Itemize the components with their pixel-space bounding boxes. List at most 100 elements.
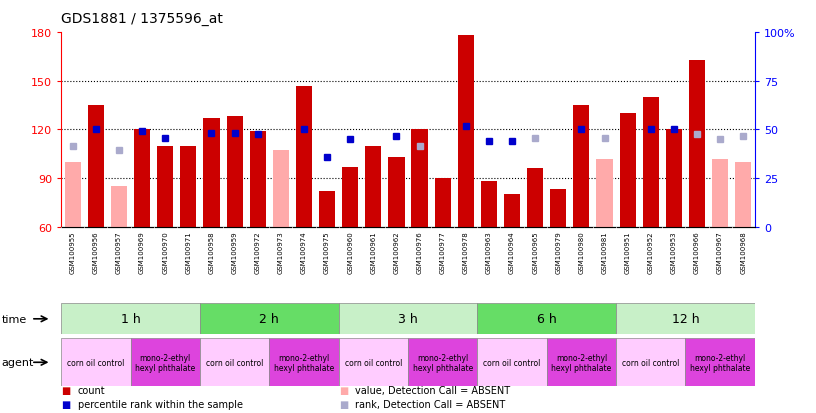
Text: GSM100974: GSM100974 (301, 231, 307, 273)
Text: GSM100981: GSM100981 (601, 231, 608, 273)
Bar (643, 98, 659, 227)
Text: 3 h: 3 h (398, 313, 418, 325)
Bar (61, 339, 131, 386)
Text: GSM100978: GSM100978 (463, 231, 469, 273)
Bar (689, 61, 705, 227)
Bar (712, 159, 728, 227)
Bar (269, 339, 339, 386)
Text: GSM100951: GSM100951 (624, 231, 631, 273)
Text: corn oil control: corn oil control (344, 358, 402, 367)
Bar (616, 304, 755, 335)
Text: time: time (2, 314, 27, 324)
Bar (504, 195, 520, 227)
Text: ■: ■ (61, 385, 70, 395)
Bar (250, 132, 266, 227)
Bar (411, 130, 428, 227)
Text: 12 h: 12 h (672, 313, 699, 325)
Bar (157, 146, 173, 227)
Bar (131, 339, 200, 386)
Text: GSM100976: GSM100976 (416, 231, 423, 273)
Bar (366, 146, 381, 227)
Text: GSM100953: GSM100953 (671, 231, 677, 273)
Bar (481, 182, 497, 227)
Bar (273, 151, 289, 227)
Text: mono-2-ethyl
hexyl phthalate: mono-2-ethyl hexyl phthalate (413, 353, 472, 372)
Bar (735, 162, 752, 227)
Bar (477, 304, 616, 335)
Text: GSM100975: GSM100975 (324, 231, 330, 273)
Text: corn oil control: corn oil control (67, 358, 125, 367)
Bar (550, 190, 566, 227)
Bar (435, 179, 450, 227)
Text: GSM100961: GSM100961 (370, 231, 376, 273)
Text: percentile rank within the sample: percentile rank within the sample (78, 399, 242, 409)
Text: 2 h: 2 h (259, 313, 279, 325)
Text: GSM100952: GSM100952 (648, 231, 654, 273)
Text: GDS1881 / 1375596_at: GDS1881 / 1375596_at (61, 12, 223, 26)
Text: GSM100972: GSM100972 (255, 231, 261, 273)
Text: mono-2-ethyl
hexyl phthalate: mono-2-ethyl hexyl phthalate (552, 353, 611, 372)
Bar (203, 119, 220, 227)
Bar (134, 130, 150, 227)
Text: mono-2-ethyl
hexyl phthalate: mono-2-ethyl hexyl phthalate (135, 353, 195, 372)
Text: GSM100977: GSM100977 (440, 231, 446, 273)
Bar (111, 187, 127, 227)
Text: GSM100955: GSM100955 (69, 231, 76, 273)
Bar (408, 339, 477, 386)
Text: GSM100965: GSM100965 (532, 231, 539, 273)
Text: GSM100963: GSM100963 (486, 231, 492, 273)
Bar (477, 339, 547, 386)
Text: GSM100980: GSM100980 (579, 231, 584, 273)
Text: count: count (78, 385, 105, 395)
Bar (296, 86, 312, 227)
Bar (339, 304, 477, 335)
Text: GSM100973: GSM100973 (277, 231, 284, 273)
Text: GSM100970: GSM100970 (162, 231, 168, 273)
Text: corn oil control: corn oil control (622, 358, 680, 367)
Text: GSM100957: GSM100957 (116, 231, 122, 273)
Text: 1 h: 1 h (121, 313, 140, 325)
Bar (388, 158, 405, 227)
Text: ■: ■ (61, 399, 70, 409)
Text: ■: ■ (339, 399, 348, 409)
Bar (64, 162, 81, 227)
Text: ■: ■ (339, 385, 348, 395)
Text: rank, Detection Call = ABSENT: rank, Detection Call = ABSENT (355, 399, 505, 409)
Bar (227, 117, 242, 227)
Text: GSM100969: GSM100969 (139, 231, 145, 273)
Text: GSM100971: GSM100971 (185, 231, 192, 273)
Text: GSM100966: GSM100966 (694, 231, 700, 273)
Bar (200, 304, 339, 335)
Bar (547, 339, 616, 386)
Bar (458, 36, 474, 227)
Bar (88, 106, 104, 227)
Bar (319, 192, 335, 227)
Text: GSM100979: GSM100979 (555, 231, 561, 273)
Text: mono-2-ethyl
hexyl phthalate: mono-2-ethyl hexyl phthalate (690, 353, 750, 372)
Bar (616, 339, 685, 386)
Bar (339, 339, 408, 386)
Text: corn oil control: corn oil control (206, 358, 264, 367)
Text: value, Detection Call = ABSENT: value, Detection Call = ABSENT (355, 385, 510, 395)
Text: GSM100968: GSM100968 (740, 231, 747, 273)
Text: 6 h: 6 h (537, 313, 557, 325)
Bar (200, 339, 269, 386)
Text: GSM100964: GSM100964 (509, 231, 515, 273)
Bar (619, 114, 636, 227)
Text: GSM100956: GSM100956 (93, 231, 99, 273)
Text: GSM100967: GSM100967 (717, 231, 723, 273)
Text: GSM100962: GSM100962 (393, 231, 400, 273)
Bar (342, 167, 358, 227)
Bar (666, 130, 682, 227)
Bar (574, 106, 589, 227)
Text: GSM100960: GSM100960 (347, 231, 353, 273)
Bar (527, 169, 543, 227)
Text: agent: agent (2, 357, 34, 368)
Text: GSM100959: GSM100959 (232, 231, 237, 273)
Text: corn oil control: corn oil control (483, 358, 541, 367)
Bar (685, 339, 755, 386)
Bar (596, 159, 613, 227)
Text: mono-2-ethyl
hexyl phthalate: mono-2-ethyl hexyl phthalate (274, 353, 334, 372)
Bar (61, 304, 200, 335)
Bar (180, 146, 197, 227)
